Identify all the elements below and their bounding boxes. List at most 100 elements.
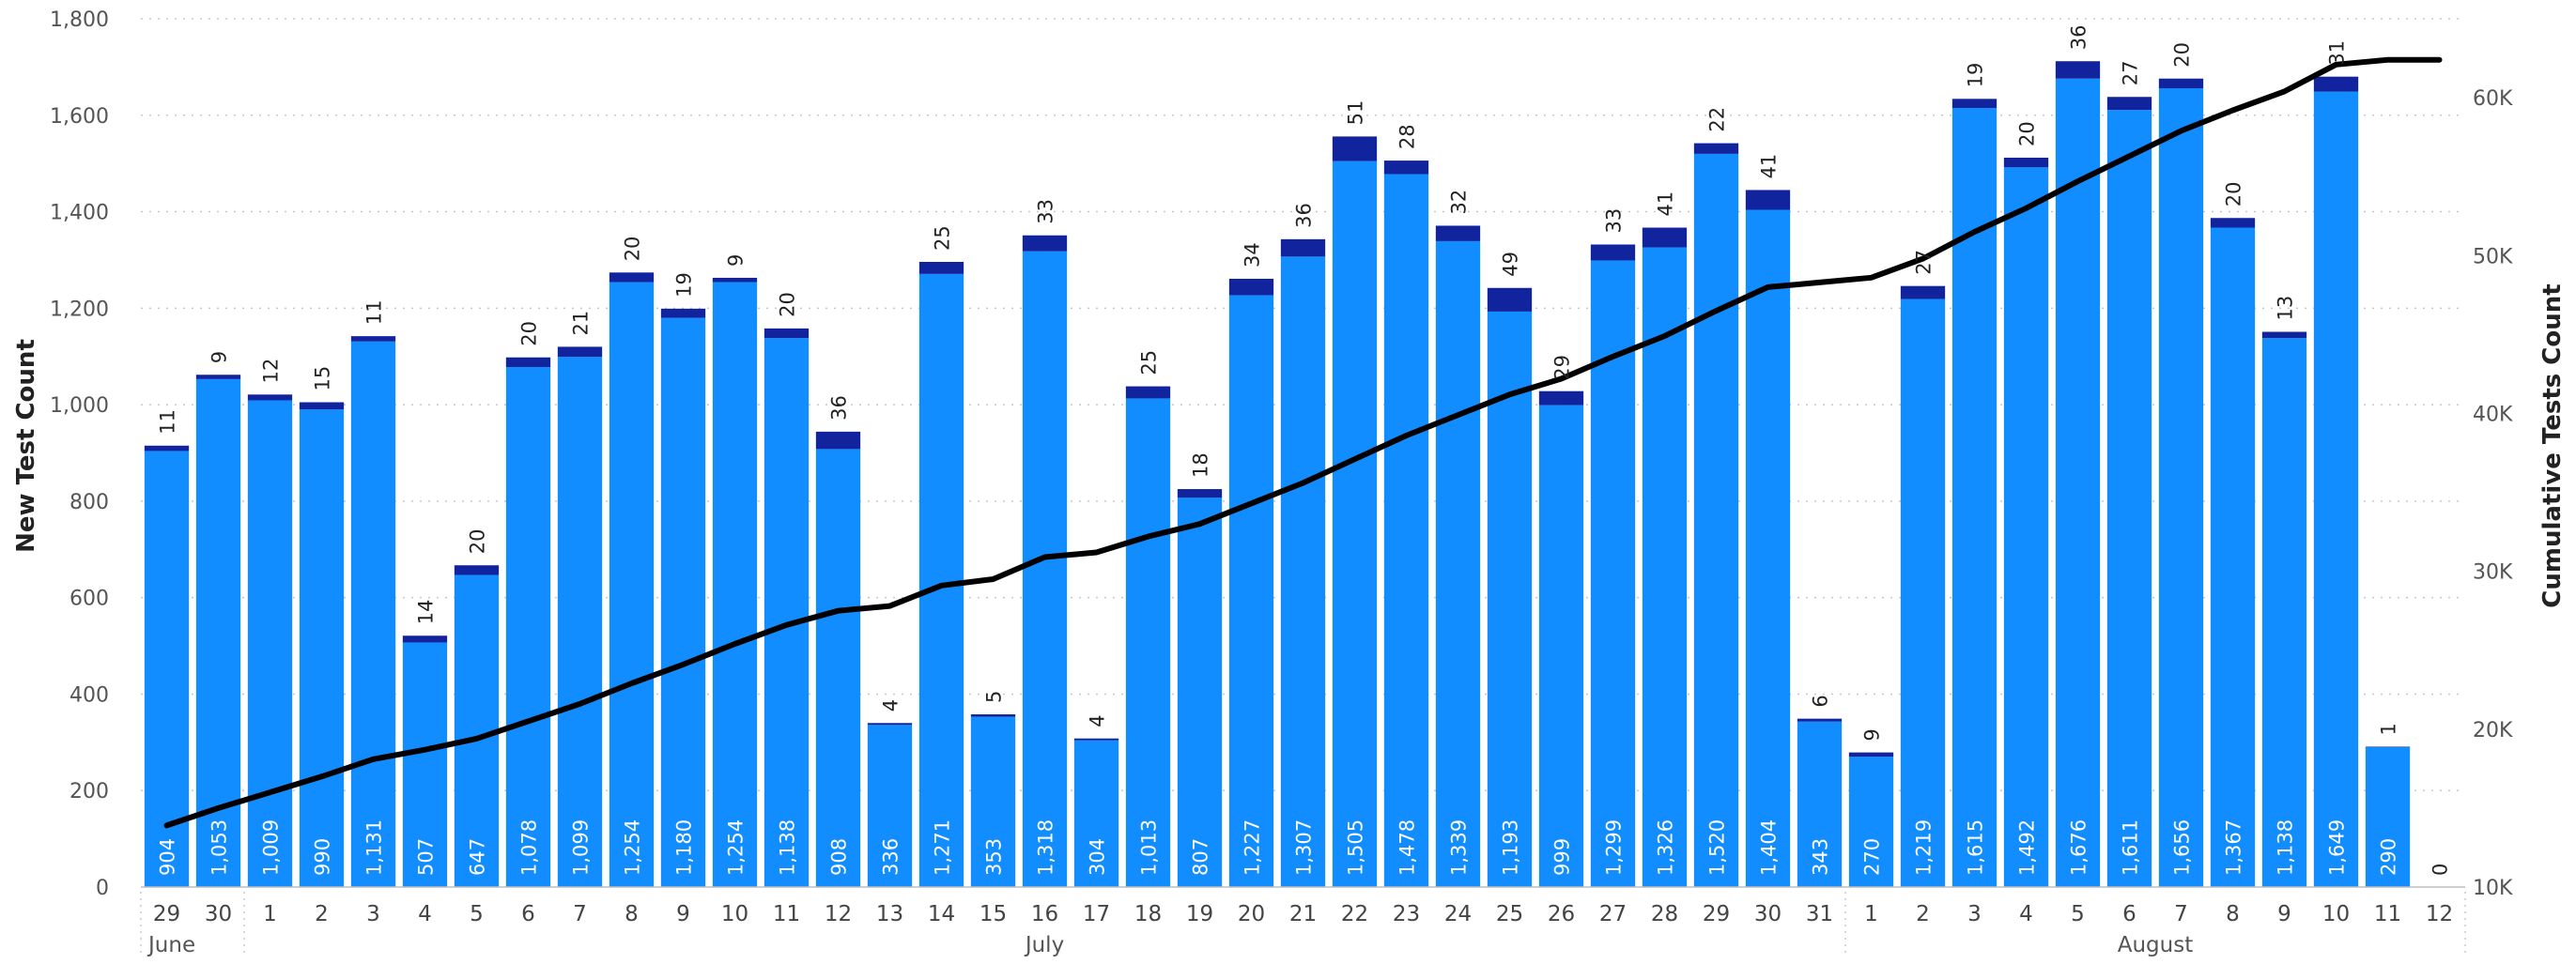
bar-segment-base	[815, 449, 861, 887]
bar-top-value-label: 14	[415, 600, 438, 625]
bar-value-label: 1,367	[2223, 819, 2245, 876]
right-axis-tick: 40K	[2473, 403, 2513, 426]
x-axis-day-label: 10	[721, 902, 748, 926]
bar-segment-base	[2365, 746, 2411, 887]
x-axis-day-label: 24	[1444, 902, 1472, 926]
left-axis-title: New Test Count	[12, 339, 40, 553]
bar-top-value-label: 6	[1810, 695, 1832, 707]
x-axis-day-label: 8	[2226, 902, 2240, 926]
bar-segment-top	[815, 431, 861, 450]
bar-segment-base	[2210, 227, 2256, 887]
bar-segment-base	[1797, 721, 1843, 887]
x-axis-day-label: 14	[928, 902, 955, 926]
bar-segment-base	[1745, 209, 1791, 887]
bar-segment-top	[402, 635, 448, 643]
bar-top-value-label: 49	[1500, 252, 1522, 277]
right-axis-tick: 50K	[2473, 245, 2513, 268]
left-axis-tick: 1,000	[50, 394, 109, 418]
bar-segment-top	[609, 272, 655, 283]
bar-segment-base	[144, 451, 190, 887]
bar-segment-base	[1125, 398, 1171, 887]
bar-segment-top	[1642, 227, 1688, 248]
x-axis-day-label: 13	[876, 902, 903, 926]
bar-segment-base	[1693, 153, 1739, 887]
x-axis-day-label: 22	[1341, 902, 1368, 926]
bar-top-value-label: 28	[1396, 124, 1419, 149]
bar-segment-top	[1900, 285, 1946, 299]
bar-value-label: 304	[1087, 838, 1109, 876]
bar-top-value-label: 25	[1138, 350, 1161, 375]
bar-top-value-label: 12	[260, 359, 283, 384]
x-axis-month-label: August	[2118, 933, 2194, 957]
bar-segment-base	[350, 341, 396, 888]
bar-segment-base	[299, 409, 345, 887]
bar-segment-top	[660, 308, 706, 318]
bar-top-value-label: 5	[983, 691, 1006, 703]
bar-segment-top	[2210, 218, 2256, 228]
x-axis-day-label: 12	[2426, 902, 2453, 926]
bar-top-value-label: 15	[312, 366, 334, 391]
x-axis-day-label: 26	[1548, 902, 1575, 926]
bar-top-value-label: 20	[2016, 121, 2039, 146]
bar-top-value-label: 11	[363, 299, 386, 325]
right-axis: 10K 20K 30K 40K 50K 60K	[2473, 87, 2513, 900]
bar-segment-top	[1590, 244, 1636, 261]
left-axis-tick: 1,600	[50, 105, 109, 129]
x-axis-day-label: 4	[418, 902, 432, 926]
bar-value-label: 1,219	[1913, 819, 1936, 876]
x-axis-day-label: 8	[625, 902, 639, 926]
x-axis-day-label: 2	[1916, 902, 1930, 926]
bar-value-label: 1,649	[2326, 819, 2349, 876]
bar-top-value-label: 32	[1448, 190, 1471, 215]
right-axis-title: Cumulative Tests Count	[2538, 283, 2567, 607]
bar-segment-top	[1332, 136, 1378, 161]
bar-segment-base	[1383, 174, 1429, 887]
bar-value-label: 1,138	[2275, 819, 2297, 876]
bar-top-value-label: 36	[828, 395, 851, 421]
bar-segment-base	[970, 716, 1016, 887]
bar-top-value-label: 1	[2378, 723, 2400, 735]
bar-segment-top	[557, 346, 603, 358]
x-axis-day-label: 28	[1651, 902, 1678, 926]
bar-segment-top	[2106, 97, 2152, 111]
x-axis-day-label: 18	[1134, 902, 1162, 926]
bar-top-value-label: 36	[1293, 203, 1316, 228]
bar-segment-top	[764, 328, 810, 339]
bar-segment-base	[2055, 78, 2101, 887]
bar-top-value-label: 34	[1242, 242, 1264, 268]
left-axis-tick: 1,400	[50, 202, 109, 225]
x-axis-month-label: June	[147, 933, 195, 957]
bar-top-value-label: 4	[880, 699, 902, 712]
bar-top-value-label: 33	[1035, 199, 1057, 224]
bar-top-value-label: 41	[1758, 154, 1781, 179]
bar-segment-top	[1848, 752, 1894, 757]
bar-top-value-label: 29	[1551, 355, 1574, 380]
bar-value-label: 1,131	[363, 819, 386, 876]
bar-top-value-label: 20	[2171, 42, 2194, 68]
x-axis-day-label: 31	[1806, 902, 1833, 926]
bar-top-value-label: 27	[2120, 61, 2142, 86]
bar-value-label: 1,009	[260, 819, 283, 876]
bar-value-label: 1,271	[932, 819, 954, 876]
bar-segment-top	[970, 714, 1016, 717]
bar-segment-top	[1022, 235, 1068, 252]
bar-top-value-label: 25	[932, 225, 954, 251]
bar-segment-base	[1642, 247, 1688, 887]
bar-value-label: 999	[1551, 838, 1574, 876]
bar-top-value-label: 13	[2275, 296, 2297, 321]
bar-top-value-label: 20	[622, 237, 644, 262]
x-axis-day-label: 29	[153, 902, 180, 926]
bar-segment-base	[867, 725, 913, 887]
bar-segment-base	[1435, 240, 1481, 887]
bar-segment-top	[1073, 738, 1119, 741]
bar-segment-base	[918, 273, 964, 887]
bar-value-label: 0	[2429, 864, 2452, 876]
left-axis-tick: 200	[69, 780, 109, 803]
x-axis-day-label: 21	[1289, 902, 1317, 926]
left-axis-tick: 800	[69, 491, 109, 514]
bar-top-value-label: 22	[1706, 107, 1729, 132]
bar-segment-base	[2106, 110, 2152, 887]
left-axis-tick: 600	[69, 588, 109, 611]
bar-value-label: 1,254	[725, 819, 748, 876]
